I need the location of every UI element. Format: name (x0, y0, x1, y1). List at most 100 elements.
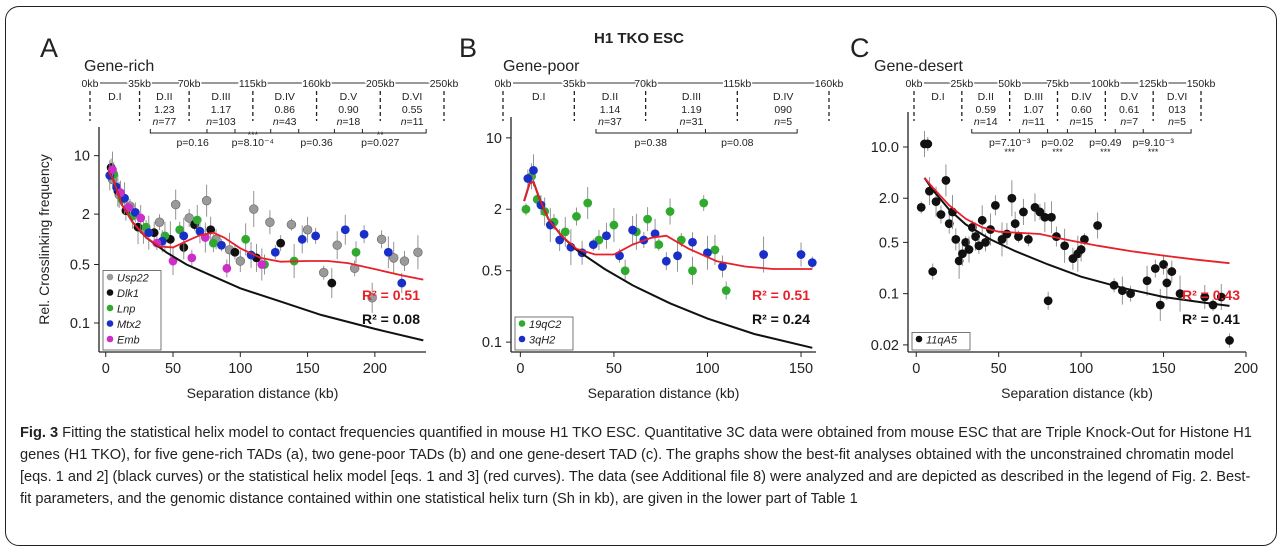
domain-boundary-label: 115kb (239, 78, 267, 90)
pvalue-label: p=8.10⁻⁴ (232, 137, 274, 149)
domain-n: n=18 (337, 116, 361, 128)
pvalue-bracket (149, 129, 236, 134)
domain-n-symbol: n (1070, 116, 1076, 128)
r2-red-label: R² = 0.51 (362, 287, 420, 303)
y-tick-label: 2.0 (879, 191, 899, 207)
domain-n-value: =43 (279, 116, 297, 128)
panel-title: Gene-poor (503, 58, 580, 75)
domain-name: D.IV (773, 91, 793, 103)
data-point (1142, 276, 1152, 286)
data-point (961, 237, 971, 247)
data-point (759, 250, 769, 259)
data-point (555, 235, 565, 245)
legend-label: Emb (117, 335, 140, 347)
domain-boundary-label: 70kb (178, 78, 201, 90)
domain-boundary-label: 205kb (366, 78, 395, 90)
data-point (1010, 219, 1020, 229)
pvalue-bracket (1019, 129, 1096, 134)
domain-ratio: 1.14 (600, 104, 621, 116)
data-point (1047, 212, 1056, 222)
data-point (923, 139, 933, 149)
legend-label: Lnp (117, 304, 135, 316)
domain-n-symbol: n (774, 116, 780, 128)
x-axis-label: Separation distance (kb) (187, 385, 339, 401)
domain-name: D.V (340, 91, 358, 103)
domain-n-symbol: n (337, 116, 343, 128)
data-point (710, 245, 720, 255)
data-point (265, 217, 275, 227)
data-point (990, 200, 1000, 210)
data-point (130, 207, 140, 217)
domain-boundary-label: 160kb (302, 78, 331, 90)
y-tick-label: 10 (486, 131, 502, 147)
data-point (665, 207, 675, 216)
data-point (688, 237, 697, 247)
data-point (936, 210, 946, 219)
domain-name: D.VI (1167, 91, 1187, 103)
data-point (944, 219, 954, 229)
pvalue-stars: *** (1100, 147, 1111, 157)
r2-black-label: R² = 0.08 (362, 311, 420, 327)
data-point (1200, 292, 1210, 302)
domain-name: D.I (108, 91, 121, 103)
data-point (1162, 278, 1172, 288)
domain-name: D.III (1024, 91, 1043, 103)
data-point (718, 262, 727, 271)
data-point (560, 227, 570, 237)
legend-marker (106, 289, 114, 296)
domain-n-value: =15 (1075, 116, 1093, 128)
domain-name: D.II (156, 91, 172, 103)
caption-text: Fitting the statistical helix model to c… (20, 425, 1252, 507)
legend-label: 3qH2 (529, 335, 555, 347)
data-point (609, 220, 619, 230)
x-tick-label: 100 (695, 361, 719, 377)
x-tick-label: 0 (102, 361, 110, 377)
data-point (977, 215, 987, 225)
domain-n-value: =31 (685, 116, 703, 128)
data-point (1216, 292, 1226, 302)
y-tick-label: 0.1 (70, 316, 90, 332)
data-point (673, 251, 682, 261)
domain-n-value: =37 (604, 116, 622, 128)
data-point (270, 247, 280, 257)
domain-n-value: =5 (1174, 116, 1186, 128)
data-point (941, 176, 951, 185)
data-point (620, 266, 630, 276)
data-point (187, 253, 197, 263)
pvalue-stars: *** (1148, 147, 1159, 157)
red-fit-curve (523, 180, 813, 270)
data-point (332, 240, 342, 250)
data-point (1155, 300, 1165, 310)
domain-ratio: 1.19 (681, 104, 702, 116)
domain-ratio: 0.60 (1071, 104, 1092, 116)
series-19qC2 (521, 163, 731, 300)
data-point (650, 229, 660, 239)
x-tick-label: 200 (363, 361, 387, 377)
pvalue-bracket (206, 129, 300, 134)
domain-ratio: 1.07 (1023, 104, 1044, 116)
r2-black-label: R² = 0.41 (1182, 311, 1240, 327)
domain-ratio: 1.17 (211, 104, 232, 116)
data-point (974, 241, 984, 251)
data-point (523, 174, 533, 183)
y-tick-label: 0.5 (482, 264, 502, 280)
domain-n-value: =11 (407, 116, 424, 128)
domain-n: n=43 (273, 116, 297, 128)
data-point (179, 231, 189, 241)
data-point (954, 256, 964, 266)
data-point (217, 240, 226, 250)
pvalue-label: p=0.36 (300, 137, 333, 149)
domain-n-value: =103 (212, 116, 236, 128)
y-tick-label: 0.1 (879, 287, 899, 303)
data-point (413, 247, 423, 257)
data-point (931, 197, 941, 206)
domain-ratio: 1.23 (154, 104, 175, 116)
domain-boundary-label: 0kb (495, 78, 512, 90)
caption-label: Fig. 3 (20, 425, 59, 441)
x-tick-label: 100 (228, 361, 252, 377)
panel-letter: A (40, 33, 58, 63)
legend-marker (106, 304, 114, 312)
data-point (964, 245, 974, 254)
